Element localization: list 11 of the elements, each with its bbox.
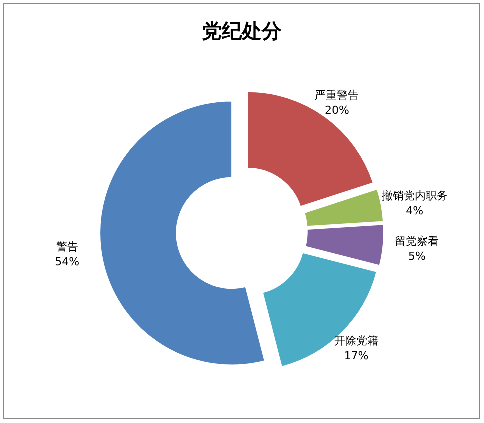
slice-label: 开除党籍 — [334, 334, 379, 348]
data-label: 5% — [408, 250, 426, 264]
chart-title: 党纪处分 — [201, 19, 283, 43]
slice-label: 警告 — [56, 240, 78, 254]
slice-label: 严重警告 — [315, 88, 360, 102]
data-label: 4% — [406, 204, 424, 218]
data-label: 20% — [324, 104, 350, 117]
data-label: 17% — [344, 350, 369, 363]
slice-label: 撤销党内职务 — [382, 190, 448, 203]
data-label: 54% — [55, 255, 80, 268]
slice-label: 留党察看 — [395, 235, 440, 248]
